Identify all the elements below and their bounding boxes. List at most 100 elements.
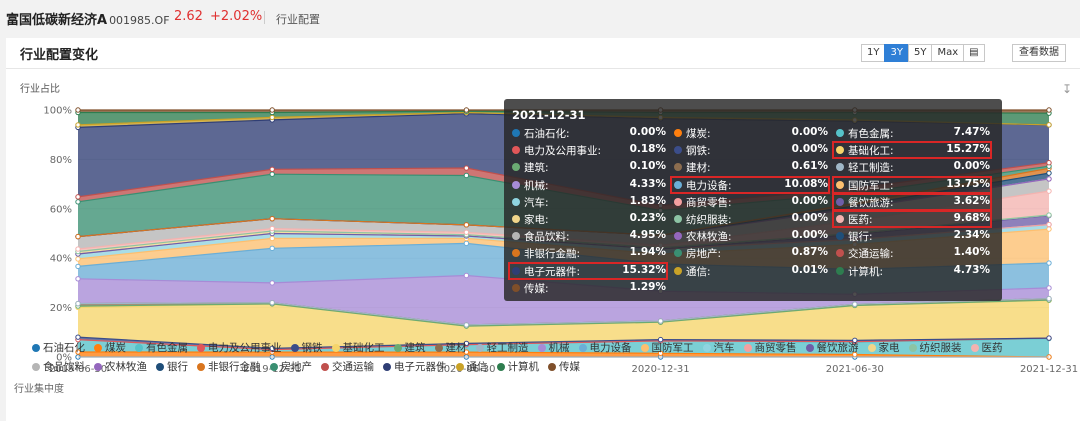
tooltip-item: 电子元器件: 15.32% [512,264,670,280]
legend-item-20[interactable]: 银行 [156,358,188,377]
legend-dot-icon [434,344,443,352]
series-line-6 [77,299,1050,327]
legend-item-12[interactable]: 汽车 [702,339,735,358]
legend-item-1[interactable]: 煤炭 [94,339,126,358]
highlight-box [670,175,830,194]
legend-item-19[interactable]: 农林牧渔 [94,358,147,377]
legend-item-7[interactable]: 建材 [434,339,467,358]
x-tick-label: 2019-06-30 [49,364,107,375]
legend-dot-icon [135,344,143,352]
tooltip-item: 煤炭: 0.00% [674,126,832,142]
tooltip-dot-icon [836,266,844,275]
tooltip-item-value: 15.32% [622,263,666,276]
legend-item-26[interactable]: 计算机 [496,358,540,377]
legend-item-25[interactable]: 通信 [455,358,488,377]
legend-item-17[interactable]: 医药 [970,339,1003,358]
legend-item-8[interactable]: 轻工制造 [475,339,529,358]
tooltip-item: 基础化工: 15.27% [836,143,994,159]
legend-label: 国防军工 [651,342,694,354]
legend-item-16[interactable]: 纺织服装 [908,339,962,358]
legend-item-9[interactable]: 机械 [537,339,570,358]
series-line-1 [77,351,1050,358]
view-data-button[interactable]: 查看数据 [1012,44,1066,62]
point-27-5 [1046,107,1052,113]
tooltip-dot-icon [512,129,520,137]
legend-item-6[interactable]: 建筑 [393,339,426,358]
tooltip-item-value: 4.95% [629,229,666,242]
tooltip-item-name: 医药: [848,214,873,226]
tooltip-item: 机械: 4.33% [512,178,670,194]
point-25-5 [1046,122,1052,128]
tooltip-item-value: 15.27% [946,143,990,156]
legend-dot-icon [197,344,205,352]
legend-item-2[interactable]: 有色金属 [135,339,188,358]
tooltip-item-name: 非银行金融: [524,248,581,261]
legend-label: 轻工制造 [486,342,529,354]
legend-item-5[interactable]: 基础化工 [331,339,385,358]
tooltip-item-value: 7.47% [953,126,990,138]
legend-label: 食品饮料 [43,361,85,373]
legend-item-18[interactable]: 食品饮料 [32,358,85,377]
area-1 [78,352,1049,357]
tooltip-item-value: 0.00% [791,229,828,242]
legend-label: 基础化工 [342,342,385,354]
tooltip-dot-icon [674,197,682,206]
legend-dot-icon [32,363,40,371]
legend-label: 钢铁 [301,342,323,354]
tooltip-item: 电力及公用事业: 0.18% [512,143,670,159]
legend-dot-icon [383,363,391,371]
tooltip-dot-icon [512,266,520,275]
point-13-5 [1046,221,1052,228]
tooltip-item-value: 13.75% [946,177,990,190]
legend-item-4[interactable]: 钢铁 [290,339,323,358]
tooltip-item: 建材: 0.61% [674,160,832,176]
legend-dot-icon [496,363,505,371]
tooltip-item: 汽车: 1.83% [512,195,670,211]
legend-item-13[interactable]: 商贸零售 [743,339,797,358]
tooltip-item: 房地产: 0.87% [674,246,832,262]
tooltip-item-name: 机械: [524,179,549,192]
y-tick-label: 40% [50,254,72,265]
tooltip-item-value: 0.00% [791,212,828,224]
point-17-5 [1046,188,1052,194]
tooltip-item-value: 1.29% [629,280,666,293]
tooltip-item-name: 纺织服装: [686,214,732,226]
tooltip-item: 计算机: 4.73% [836,264,994,280]
tooltip-item: 家电: 0.23% [512,212,670,228]
tooltip-item-name: 传媒: [524,282,549,295]
tooltip-item-value: 0.01% [791,263,828,276]
legend-item-10[interactable]: 电力设备 [578,339,632,358]
point-27-0 [75,107,81,113]
tooltip-item-value: 2.34% [953,229,990,242]
download-icon[interactable]: ↧ [1062,82,1073,96]
tooltip-dot-icon [674,146,682,155]
tooltip-item: 传媒: 1.29% [512,281,670,297]
panel-divider [6,68,1080,69]
legend-item-15[interactable]: 家电 [867,339,900,358]
legend-item-24[interactable]: 电子元器件 [383,358,447,377]
legend-label: 建材 [445,342,467,354]
legend-label: 计算机 [507,361,540,373]
legend-item-0[interactable]: 石油石化 [32,339,85,358]
point-8-5 [1046,295,1052,302]
legend-item-23[interactable]: 交通运输 [321,358,374,377]
point-4-3 [657,336,664,343]
header-divider [264,11,265,24]
legend-label: 电力及公用事业 [208,342,282,354]
legend-item-22[interactable]: 房地产 [269,358,312,377]
legend-item-14[interactable]: 餐饮旅游 [805,339,859,358]
point-4-1 [269,345,275,352]
tooltip-dot-icon [512,232,520,241]
range-1y-button[interactable]: 1Y [861,44,886,62]
calendar-button[interactable]: ▤ [963,44,985,62]
legend-item-27[interactable]: 传媒 [548,358,580,377]
legend-dot-icon [321,363,329,371]
legend-label: 通信 [466,361,488,373]
legend-item-21[interactable]: 非银行金融 [197,358,261,377]
highlight-box [832,141,992,160]
legend-item-3[interactable]: 电力及公用事业 [197,339,282,358]
legend-item-11[interactable]: 国防军工 [640,339,694,358]
fund-change: +2.02% [210,9,263,24]
tooltip-item-value: 0.87% [791,246,828,259]
y-tick-label: 80% [50,155,72,166]
